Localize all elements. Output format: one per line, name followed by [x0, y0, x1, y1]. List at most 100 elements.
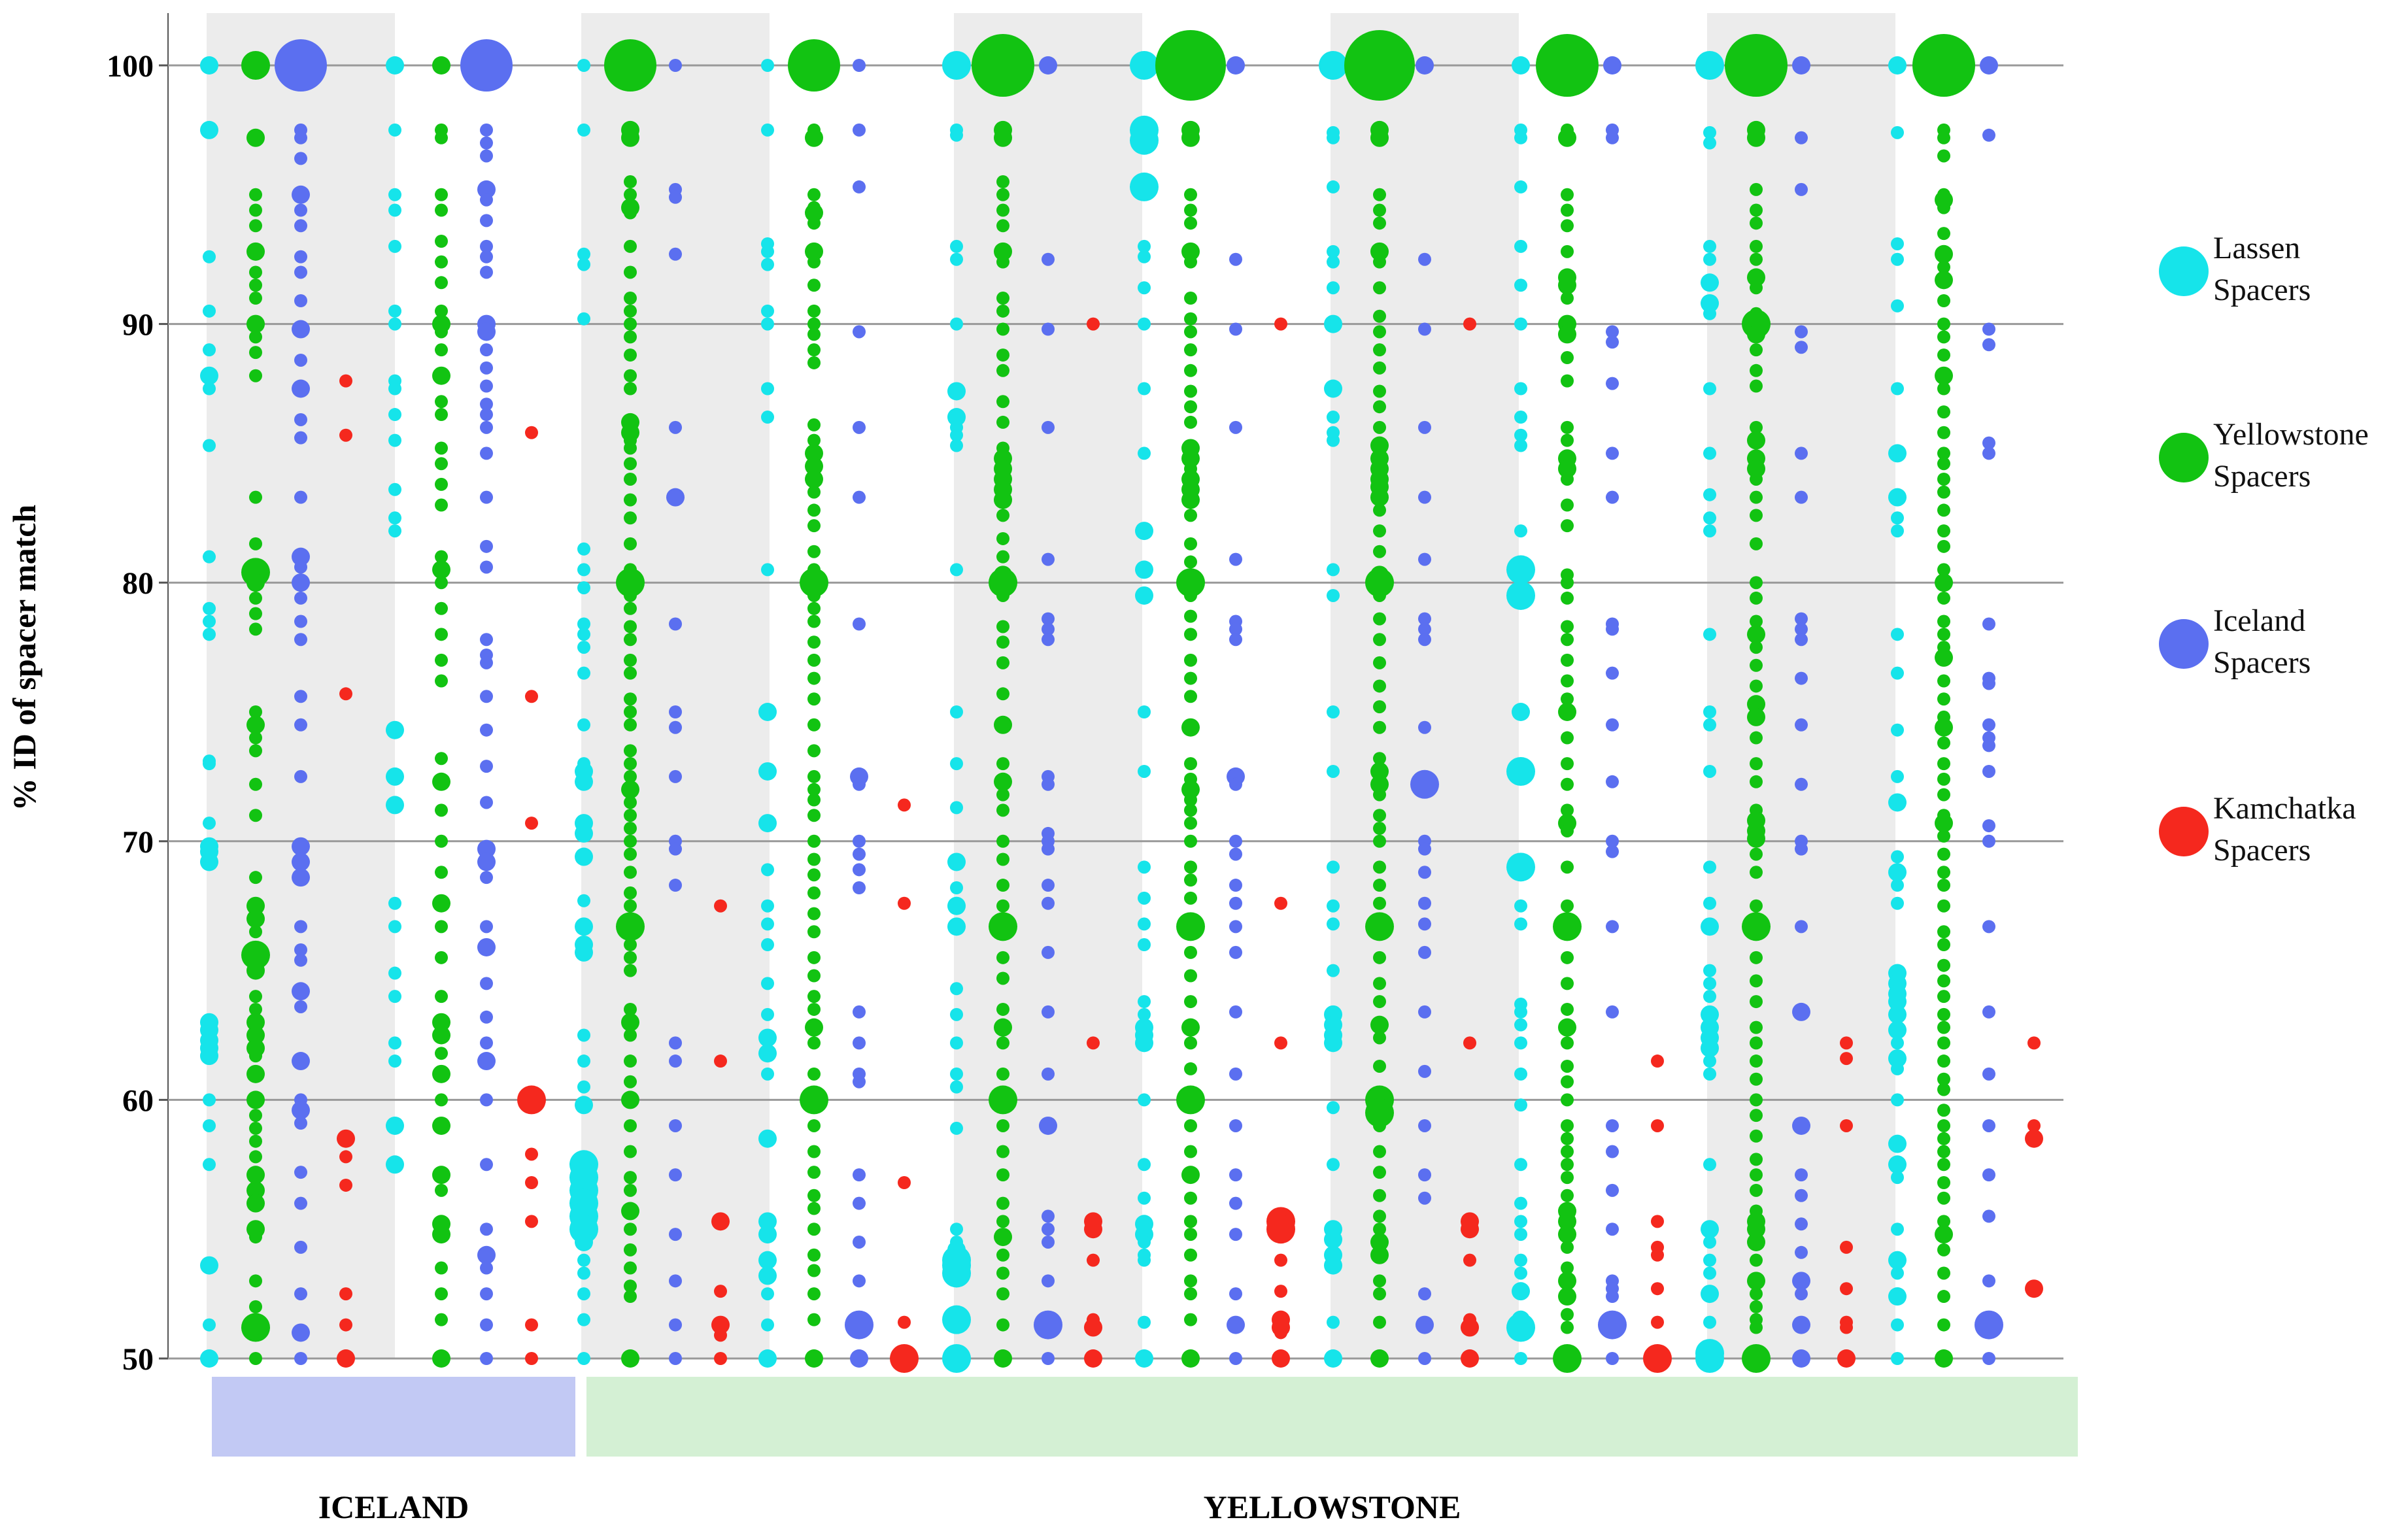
point-sirv7-yellowstone-27: [1373, 588, 1386, 602]
point-sirv6-yellowstone-21: [1181, 490, 1200, 509]
point-sirv1-lassen-2: [203, 250, 216, 263]
point-sirv1-kamchatka-7: [339, 1318, 352, 1332]
point-sirv1-iceland-29: [294, 943, 307, 956]
point-sirv2-lassen-22: [388, 1054, 401, 1068]
point-sirv1-iceland-32: [294, 1000, 307, 1013]
point-sirv4-yellowstone-35: [807, 769, 821, 783]
point-sirv11-iceland-13: [669, 1036, 682, 1050]
point-sirv1-kamchatka-5: [339, 1178, 352, 1192]
point-sirv5-yellowstone-27: [996, 588, 1009, 602]
point-sirv5-yellowstone-46: [996, 1036, 1009, 1050]
point-sirv9-yellowstone-45: [1750, 974, 1763, 988]
point-sirv10-lassen-13: [1891, 769, 1904, 783]
point-sirv10-yellowstone-10: [1935, 271, 1953, 290]
point-sirv6-yellowstone-55: [1184, 1191, 1197, 1205]
point-sirv4-iceland-17: [853, 1168, 866, 1182]
point-sirv11-lassen-3: [577, 258, 590, 271]
point-sirv2-iceland-28: [480, 796, 493, 809]
point-sirv9-yellowstone-23: [1750, 537, 1763, 550]
point-sirv5-yellowstone-23: [996, 531, 1009, 545]
point-sirv7-yellowstone-15: [1373, 420, 1386, 434]
point-sirv10-yellowstone-2: [1937, 131, 1950, 144]
point-sirv10-lassen-26: [1888, 1049, 1907, 1068]
point-sirv9-yellowstone-6: [1750, 239, 1763, 253]
point-sirv2-iceland-18: [480, 447, 493, 460]
point-sirv4-lassen-7: [761, 382, 774, 396]
point-sirv11-yellowstone-28: [624, 601, 637, 615]
point-sirv7-yellowstone-47: [1373, 995, 1386, 1009]
y-tick-label-60: 60: [122, 1083, 154, 1118]
point-sirv1-kamchatka-4: [339, 1150, 352, 1164]
column-band-sirv11: [581, 13, 770, 1358]
y-tick-label-100: 100: [107, 49, 154, 84]
point-sirv1-yellowstone-2: [249, 188, 262, 201]
point-sirv8-yellowstone-3: [1561, 188, 1574, 201]
point-sirv6-iceland-6: [1229, 622, 1242, 636]
point-sirv9-yellowstone-26: [1750, 615, 1763, 628]
point-sirv7-lassen-12: [1327, 563, 1340, 577]
point-sirv9-lassen-1: [1703, 126, 1716, 139]
point-sirv11-lassen-2: [577, 247, 590, 261]
series-sirv10: [1888, 34, 2043, 1368]
point-sirv8-iceland-16: [1606, 1005, 1619, 1019]
point-sirv5-iceland-23: [1034, 1310, 1062, 1340]
point-sirv4-yellowstone-61: [807, 1287, 821, 1301]
point-sirv11-iceland-8: [669, 720, 682, 734]
point-sirv1-yellowstone-11: [249, 346, 262, 360]
point-sirv11-yellowstone-38: [624, 769, 637, 783]
point-sirv8-yellowstone-31: [1561, 757, 1574, 771]
point-sirv1-iceland-35: [292, 1101, 310, 1120]
point-sirv6-lassen-16: [1138, 891, 1151, 905]
point-sirv9-yellowstone-0: [1725, 34, 1788, 97]
point-sirv8-yellowstone-17: [1558, 460, 1576, 479]
point-sirv10-lassen-5: [1891, 382, 1904, 396]
point-sirv5-lassen-6: [947, 382, 966, 401]
point-sirv9-iceland-11: [1795, 718, 1808, 732]
point-sirv2-iceland-20: [480, 539, 493, 553]
point-sirv6-yellowstone-41: [1184, 860, 1197, 874]
point-sirv4-iceland-0: [853, 59, 866, 72]
point-sirv6-yellowstone-4: [1184, 203, 1197, 217]
point-sirv10-iceland-16: [1982, 1005, 1995, 1019]
point-sirv2-yellowstone-0: [432, 56, 450, 75]
point-sirv10-yellowstone-6: [1937, 201, 1950, 214]
point-sirv7-lassen-11: [1327, 433, 1340, 447]
point-sirv2-lassen-6: [388, 317, 401, 331]
point-sirv4-yellowstone-14: [807, 356, 821, 369]
point-sirv2-yellowstone-18: [435, 498, 448, 512]
point-sirv10-lassen-14: [1888, 793, 1907, 812]
point-sirv5-lassen-16: [950, 881, 963, 895]
point-sirv2-kamchatka-3: [517, 1085, 546, 1115]
point-sirv1-iceland-25: [292, 837, 310, 856]
point-sirv11-yellowstone-62: [621, 1202, 639, 1221]
legend-item-lassen: Lassen Spacers: [2159, 231, 2311, 307]
point-sirv7-yellowstone-39: [1373, 822, 1386, 835]
point-sirv7-iceland-0: [1416, 56, 1434, 75]
point-sirv5-yellowstone-9: [996, 292, 1009, 305]
point-sirv2-yellowstone-32: [435, 920, 448, 934]
point-sirv7-yellowstone-41: [1373, 860, 1386, 874]
point-sirv7-lassen-9: [1327, 411, 1340, 424]
point-sirv1-iceland-33: [292, 1052, 310, 1071]
point-sirv7-lassen-0: [1319, 51, 1348, 80]
point-sirv11-yellowstone-7: [624, 239, 637, 253]
point-sirv9-iceland-9: [1795, 633, 1808, 647]
point-sirv11-yellowstone-42: [624, 822, 637, 835]
point-sirv2-yellowstone-33: [435, 951, 448, 964]
point-sirv5-yellowstone-59: [996, 1318, 1009, 1332]
point-sirv8-iceland-3: [1606, 325, 1619, 339]
point-sirv4-yellowstone-56: [807, 1189, 821, 1202]
point-sirv6-lassen-13: [1138, 705, 1151, 718]
point-sirv2-yellowstone-5: [435, 235, 448, 248]
point-sirv10-yellowstone-40: [1937, 788, 1950, 801]
point-sirv5-lassen-12: [950, 705, 963, 718]
point-sirv10-yellowstone-24: [1937, 524, 1950, 538]
point-sirv9-lassen-30: [1701, 1220, 1719, 1239]
point-sirv4-yellowstone-18: [805, 457, 823, 476]
point-sirv4-lassen-18: [761, 1007, 774, 1021]
point-sirv11-yellowstone-56: [624, 1075, 637, 1088]
point-sirv1-iceland-3: [294, 152, 307, 165]
point-sirv4-kamchatka-0: [898, 798, 911, 812]
point-sirv6-iceland-17: [1229, 1067, 1242, 1081]
point-sirv9-yellowstone-63: [1750, 1287, 1763, 1301]
